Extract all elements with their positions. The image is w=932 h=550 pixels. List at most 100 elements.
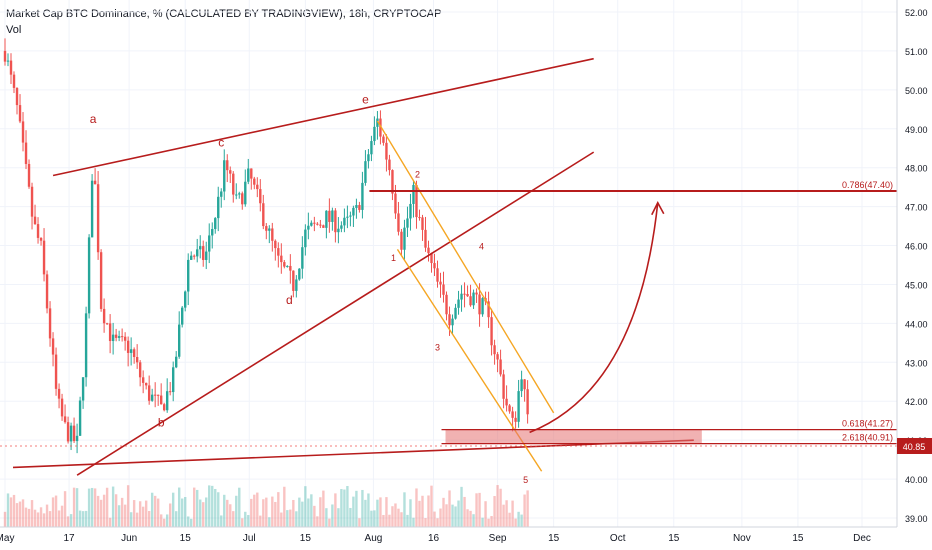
candle-body: [508, 405, 511, 412]
candle-body: [220, 191, 223, 197]
volume-bar: [328, 518, 331, 527]
volume-bar: [165, 514, 169, 527]
impulse-label: 1: [391, 253, 396, 263]
volume-bar: [214, 488, 217, 527]
volume-bar: [87, 488, 91, 527]
volume-bar: [316, 516, 319, 527]
candle-body: [337, 228, 340, 233]
volume-bar: [295, 511, 298, 527]
volume-bar: [78, 510, 82, 527]
candle-body: [135, 357, 139, 363]
candle-body: [199, 246, 202, 250]
candle-body: [379, 118, 382, 137]
volume-bar: [523, 494, 526, 527]
volume-bar: [153, 495, 157, 527]
candle-body: [81, 377, 85, 401]
volume-bar: [253, 494, 256, 527]
candle-body: [418, 217, 421, 219]
fib-label: 2.618(40.91): [842, 433, 893, 443]
candle-body: [51, 338, 55, 355]
x-tick-label: Oct: [610, 533, 626, 544]
volume-bar: [337, 508, 340, 527]
y-tick-label: 40.00: [905, 475, 928, 485]
candle-body: [78, 400, 82, 436]
x-tick-label: Jul: [243, 533, 256, 544]
volume-bar: [256, 492, 259, 527]
volume-bar: [226, 499, 229, 527]
candle-body: [241, 193, 244, 205]
volume-bar: [367, 493, 370, 527]
candle-body: [162, 404, 166, 411]
y-tick-label: 49.00: [905, 125, 928, 135]
volume-bar: [159, 514, 163, 527]
y-tick-label: 45.00: [905, 280, 928, 290]
candle-body: [352, 207, 355, 216]
volume-bar: [358, 518, 361, 527]
candle-body: [442, 284, 445, 295]
volume-bar: [129, 512, 133, 527]
candle-body: [448, 314, 451, 326]
y-tick-label: 48.00: [905, 164, 928, 174]
candle-body: [96, 184, 100, 253]
volume-bar: [84, 510, 88, 527]
candle-body: [268, 228, 271, 231]
candle-body: [24, 142, 28, 164]
candle-body: [388, 159, 391, 171]
x-tick-label: May: [0, 533, 14, 544]
candle-body: [451, 318, 454, 326]
volume-bar: [460, 486, 463, 527]
x-tick-label: Jun: [121, 533, 137, 544]
candle-body: [114, 334, 118, 338]
volume-bar: [520, 514, 523, 527]
candle-body: [244, 181, 247, 205]
volume-bar: [265, 497, 268, 527]
candle-body: [132, 349, 136, 358]
volume-bar: [325, 508, 328, 527]
candle-body: [174, 356, 178, 368]
volume-bar: [361, 489, 364, 527]
candle-body: [21, 121, 25, 143]
volume-bar: [27, 508, 31, 527]
volume-bar: [220, 515, 223, 527]
volume-bar: [268, 517, 271, 527]
volume-bar: [457, 500, 460, 527]
volume-bar: [349, 507, 352, 527]
volume-bar: [448, 490, 451, 527]
candle-body: [460, 293, 463, 300]
volume-bar: [487, 518, 490, 527]
candle-body: [493, 345, 496, 355]
volume-bar: [54, 495, 58, 527]
candle-body: [355, 205, 358, 208]
candle-body: [319, 224, 322, 226]
candle-body: [30, 186, 34, 217]
volume-bar: [514, 518, 517, 527]
y-tick-label: 51.00: [905, 47, 928, 57]
volume-bar: [72, 487, 76, 527]
support-line: [12, 439, 694, 469]
volume-bar: [373, 510, 376, 527]
volume-bar: [196, 489, 199, 527]
candle-body: [229, 170, 232, 174]
volume-bar: [322, 490, 325, 527]
volume-bar: [415, 488, 418, 527]
candle-body: [469, 296, 472, 306]
volume-bar: [403, 492, 406, 527]
volume-bar: [156, 498, 160, 527]
candle-body: [226, 160, 229, 171]
candle-body: [6, 60, 10, 62]
volume-bar: [120, 497, 124, 527]
volume-bar: [30, 500, 34, 527]
candle-body: [39, 237, 43, 241]
candle-body: [66, 422, 70, 442]
volume-bar: [111, 486, 115, 527]
volume-bar: [51, 497, 55, 527]
volume-bar: [141, 506, 145, 527]
volume-bar: [108, 517, 112, 527]
volume-bar: [484, 501, 487, 527]
volume-bar: [90, 487, 94, 527]
y-tick-label: 43.00: [905, 358, 928, 368]
volume-bar: [205, 497, 208, 527]
x-tick-label: 15: [668, 533, 680, 544]
